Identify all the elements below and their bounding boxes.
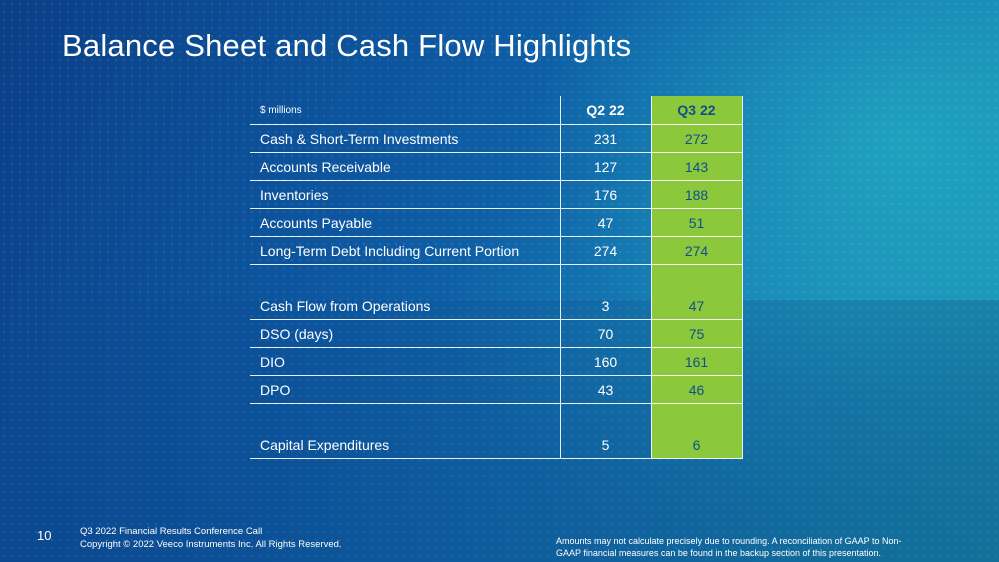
- row-label: Capital Expenditures: [250, 403, 560, 459]
- row-label: DIO: [250, 347, 560, 376]
- q2-value: 5: [559, 403, 651, 459]
- table-row: DSO (days) 70 75: [250, 319, 743, 348]
- q3-value: 274: [650, 236, 743, 265]
- q2-value: 160: [559, 347, 651, 376]
- column-header-q3: Q3 22: [650, 96, 743, 125]
- table-row: DIO 160 161: [250, 347, 743, 376]
- row-label: DPO: [250, 375, 560, 404]
- q2-value: 231: [559, 124, 651, 153]
- slide-title: Balance Sheet and Cash Flow Highlights: [62, 28, 632, 63]
- footer-copyright: Q3 2022 Financial Results Conference Cal…: [80, 525, 342, 551]
- row-label: Inventories: [250, 180, 560, 209]
- q3-value: 46: [650, 375, 743, 404]
- q3-value: 161: [650, 347, 743, 376]
- q2-value: 43: [559, 375, 651, 404]
- disclaimer-line-2: GAAP financial measures can be found in …: [556, 548, 882, 558]
- q2-value: 47: [559, 208, 651, 237]
- financial-table: $ millions Q2 22 Q3 22 Cash & Short-Term…: [250, 96, 743, 459]
- footer-event-line: Q3 2022 Financial Results Conference Cal…: [80, 526, 263, 537]
- row-label: DSO (days): [250, 319, 560, 348]
- row-label: Accounts Receivable: [250, 152, 560, 181]
- q3-value: 51: [650, 208, 743, 237]
- table-header-row: $ millions Q2 22 Q3 22: [250, 96, 743, 125]
- footer-copyright-line: Copyright © 2022 Veeco Instruments Inc. …: [80, 539, 342, 550]
- disclaimer-line-1: Amounts may not calculate precisely due …: [556, 536, 902, 546]
- q2-value: 176: [559, 180, 651, 209]
- q2-value: 127: [559, 152, 651, 181]
- column-header-q2: Q2 22: [559, 96, 651, 125]
- q2-value: 70: [559, 319, 651, 348]
- q3-value: 272: [650, 124, 743, 153]
- table-row: Capital Expenditures 5 6: [250, 403, 743, 459]
- unit-label: $ millions: [250, 96, 560, 125]
- q2-value: 3: [559, 264, 651, 320]
- page-number: 10: [37, 528, 52, 543]
- table-row: Cash & Short-Term Investments 231 272: [250, 124, 743, 153]
- table-row: Cash Flow from Operations 3 47: [250, 264, 743, 320]
- row-label: Accounts Payable: [250, 208, 560, 237]
- row-label: Cash & Short-Term Investments: [250, 124, 560, 153]
- q2-value: 274: [559, 236, 651, 265]
- q3-value: 6: [650, 403, 743, 459]
- q3-value: 47: [650, 264, 743, 320]
- table-row: Accounts Receivable 127 143: [250, 152, 743, 181]
- table-row: Inventories 176 188: [250, 180, 743, 209]
- row-label: Cash Flow from Operations: [250, 264, 560, 320]
- table-row: Long-Term Debt Including Current Portion…: [250, 236, 743, 265]
- q3-value: 75: [650, 319, 743, 348]
- footer-disclaimer: Amounts may not calculate precisely due …: [556, 535, 976, 559]
- q3-value: 188: [650, 180, 743, 209]
- row-label: Long-Term Debt Including Current Portion: [250, 236, 560, 265]
- table-row: Accounts Payable 47 51: [250, 208, 743, 237]
- q3-value: 143: [650, 152, 743, 181]
- table-row: DPO 43 46: [250, 375, 743, 404]
